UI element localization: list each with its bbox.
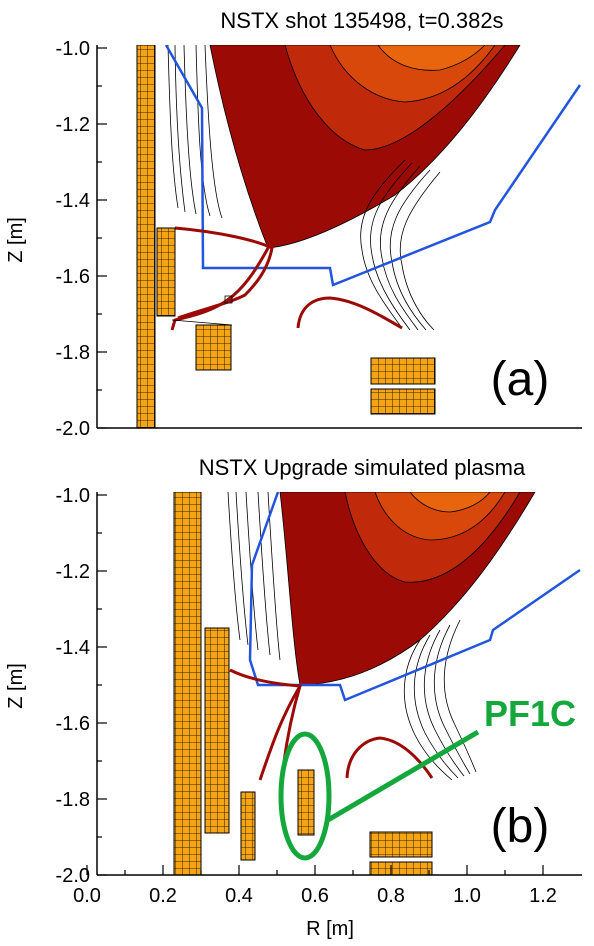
panel-b-coil-pf2-upper: [369, 831, 433, 858]
panel-b-xtick: 1.0: [453, 885, 481, 907]
panel-a-coil-pf1b: [195, 324, 232, 371]
panel-b-ytick: -1.6: [56, 713, 90, 735]
panel-a-baffle: [171, 319, 233, 326]
panel-b-x-ticks: 0.0 0.2 0.4 0.6 0.8 1.0 1.2: [73, 885, 557, 907]
panel-a-first-wall: [164, 45, 582, 287]
panel-b-ytick: -1.4: [56, 637, 90, 659]
panel-a-coil-pf1a: [156, 227, 176, 317]
panel-b-title: NSTX Upgrade simulated plasma: [199, 455, 526, 480]
panel-a-ytick: -1.0: [56, 38, 90, 60]
panel-b-plasma-core: [409, 492, 491, 513]
panel-a-ytick: -1.6: [56, 266, 90, 288]
panel-b-ytick: -1.0: [56, 485, 90, 507]
panel-a-y-axis-label: Z [m]: [5, 217, 27, 263]
panel-b-xtick: 0.6: [301, 885, 329, 907]
panel-a-ytick: -2.0: [56, 418, 90, 440]
panel-b-xtick: 0.0: [73, 885, 101, 907]
panel-b-ytick: -1.8: [56, 789, 90, 811]
panel-b-label: (b): [491, 800, 550, 853]
panel-a: NSTX shot 135498, t=0.382s: [5, 8, 582, 440]
panel-a-coil-pf2-upper: [370, 357, 436, 385]
panel-b: NSTX Upgrade simulated plasma: [5, 455, 582, 940]
panel-a-plasma-core: [377, 45, 486, 71]
panel-a-probe: [224, 295, 233, 304]
panel-b-coil-pf1b: [240, 791, 256, 861]
panel-b-y-ticks: -1.0 -1.2 -1.4 -1.6 -1.8 -2.0: [56, 485, 90, 887]
panel-b-first-wall: [248, 492, 581, 702]
panel-a-ytick: -1.8: [56, 342, 90, 364]
panel-b-y-axis-label: Z [m]: [5, 663, 27, 709]
panel-b-coil-pf1a: [204, 627, 230, 834]
panel-b-inner-flux-lines: [227, 492, 281, 661]
panel-a-ytick: -1.4: [56, 190, 90, 212]
panel-a-outer-flux-lines: [360, 159, 441, 331]
panel-b-xtick: 0.2: [149, 885, 177, 907]
pf1c-callout-line: [326, 729, 480, 823]
panel-a-y-ticks: -1.0 -1.2 -1.4 -1.6 -1.8 -2.0: [56, 38, 90, 440]
panel-b-axes: [86, 492, 582, 876]
panel-a-plot-area: [136, 45, 582, 428]
panel-a-axes: [96, 45, 582, 429]
panel-b-ohmic-solenoid: [173, 492, 202, 875]
panel-b-x-axis-label: R [m]: [306, 918, 354, 940]
panel-b-xtick: 1.2: [529, 885, 557, 907]
panel-a-ohmic-solenoid: [136, 45, 156, 428]
pf1c-highlight-ellipse: [278, 731, 332, 861]
panel-b-ytick: -1.2: [56, 561, 90, 583]
pf1c-callout-label: PF1C: [484, 693, 576, 734]
panel-a-divertor-legs: [170, 226, 403, 331]
panel-a-title: NSTX shot 135498, t=0.382s: [220, 8, 503, 33]
panel-a-inner-flux-lines: [167, 45, 223, 219]
panel-b-xtick: 0.4: [225, 885, 253, 907]
panel-b-ytick: -2.0: [56, 865, 90, 887]
panel-b-outer-flux-lines: [403, 619, 477, 781]
panel-b-xtick: 0.8: [377, 885, 405, 907]
panel-b-divertor-legs: [229, 668, 434, 781]
panel-a-label: (a): [491, 353, 550, 406]
panel-a-ytick: -1.2: [56, 114, 90, 136]
panel-b-coil-pf1c: [297, 769, 315, 836]
panel-a-coil-pf2-lower: [370, 388, 436, 415]
panel-b-plot-area: [173, 492, 581, 875]
